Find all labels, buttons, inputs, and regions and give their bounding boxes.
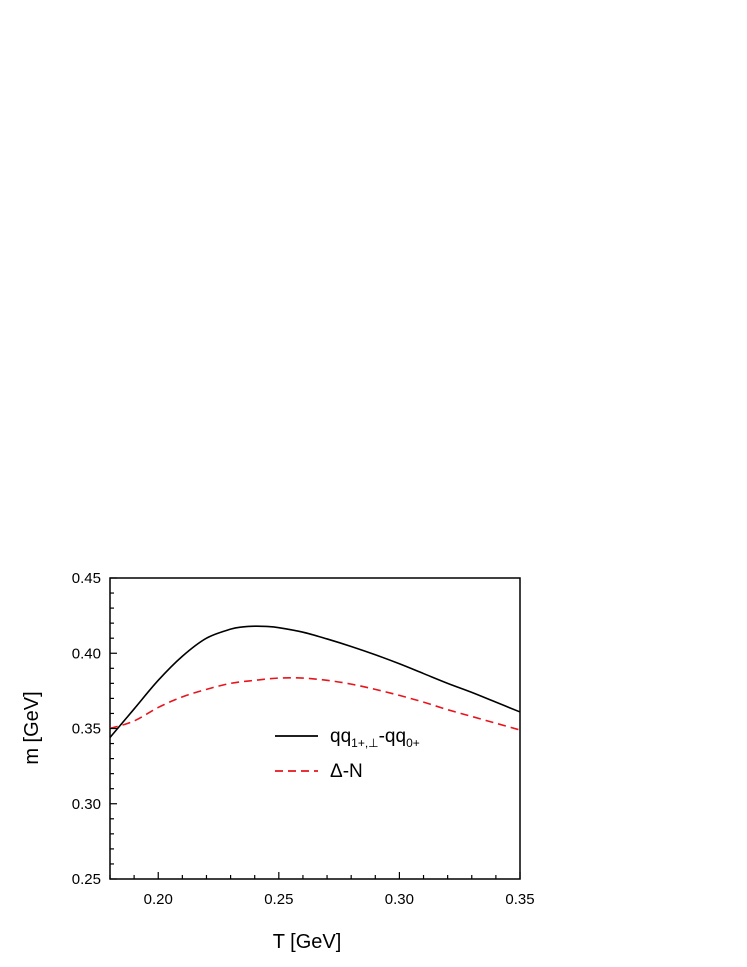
- legend-label-delta-n: Δ-N: [330, 761, 363, 782]
- y-tick-labels: 0.25 0.30 0.35 0.40 0.45: [72, 570, 101, 888]
- series-line-delta-n: [109, 677, 521, 731]
- y-tick-label: 0.35: [72, 721, 101, 738]
- x-tick-labels: 0.20 0.25 0.30 0.35: [144, 891, 535, 908]
- x-tick-label: 0.35: [505, 891, 534, 908]
- x-tick-label: 0.20: [144, 891, 173, 908]
- y-tick-label: 0.30: [72, 796, 101, 813]
- y-tick-label: 0.25: [72, 871, 101, 888]
- y-tick-label: 0.45: [72, 570, 101, 587]
- legend-label-qq-sub1: 1+,⊥: [351, 736, 378, 750]
- legend-label-qq: qq1+,⊥-qq0+: [330, 726, 420, 750]
- x-tick-label: 0.25: [264, 891, 293, 908]
- plot-area: [109, 577, 521, 880]
- legend: qq1+,⊥-qq0+ Δ-N: [275, 726, 420, 782]
- x-tick-label: 0.30: [385, 891, 414, 908]
- series-layer: [109, 625, 521, 739]
- series-line-qq: [109, 625, 521, 739]
- legend-label-qq-mid: -qq: [379, 726, 406, 747]
- ticks-layer: [109, 577, 521, 880]
- y-tick-label: 0.40: [72, 645, 101, 662]
- legend-label-qq-main: qq: [330, 726, 351, 747]
- plot-frame: [109, 577, 521, 880]
- legend-label-qq-sub2: 0+: [406, 736, 420, 750]
- x-axis-label: T [GeV]: [273, 931, 342, 953]
- y-axis-label: m [GeV]: [21, 691, 43, 764]
